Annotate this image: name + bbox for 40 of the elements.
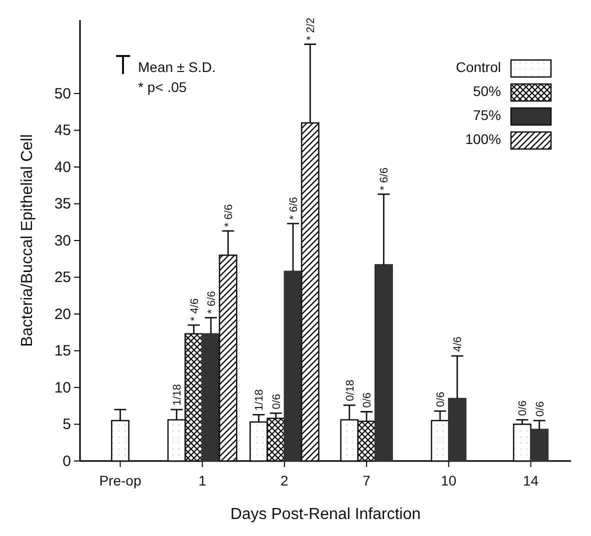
annotation: 0/6 <box>270 394 283 410</box>
y-tick-label: 15 <box>54 342 71 360</box>
legend-label: Control <box>456 59 501 75</box>
x-tick-label: 7 <box>362 472 371 488</box>
x-tick-label: 1 <box>198 472 206 488</box>
y-tick-label: 30 <box>54 232 71 250</box>
legend-label: 75% <box>472 107 501 123</box>
y-tick-label: 35 <box>54 196 71 213</box>
annotation: * 4/6 <box>188 298 201 322</box>
y-axis-title: Bacteria/Buccal Epithelial Cell <box>19 134 36 347</box>
legend-label: 50% <box>472 83 501 99</box>
annotation: * 6/6 <box>206 291 218 314</box>
y-tick-label: 0 <box>62 452 71 470</box>
y-tick-label: 25 <box>54 269 71 286</box>
annotation: 0/6 <box>517 400 530 416</box>
x-tick-label: 14 <box>522 472 539 488</box>
annotation: * 2/2 <box>305 18 318 40</box>
annotation: 0/18 <box>344 380 356 402</box>
legend-label: 100% <box>465 131 501 147</box>
annotation: * 6/6 <box>378 168 391 190</box>
y-tick-label: 40 <box>54 158 71 176</box>
annotation: * p< .05 <box>138 79 187 95</box>
y-tick-label: 10 <box>54 379 71 396</box>
annotation: 0/6 <box>435 392 448 408</box>
x-tick-label: 10 <box>440 472 457 488</box>
annotation: 4/6 <box>452 336 464 352</box>
x-tick-label: 2 <box>280 472 289 488</box>
annotation: 0/6 <box>534 401 546 417</box>
annotation: * 6/6 <box>223 204 236 227</box>
y-tick-label: 5 <box>62 416 71 434</box>
x-tick-label: Pre-op <box>99 472 142 488</box>
annotation: * 6/6 <box>288 196 300 220</box>
annotation: 1/18 <box>172 384 184 406</box>
y-tick-label: 45 <box>54 122 71 140</box>
annotation: Mean ± S.D. <box>138 59 216 75</box>
annotation: 1/18 <box>254 389 266 411</box>
x-axis-title: Days Post-Renal Infarction <box>230 506 421 523</box>
y-tick-label: 50 <box>54 85 71 102</box>
y-tick-label: 20 <box>54 306 71 323</box>
annotation: 0/6 <box>362 392 374 408</box>
